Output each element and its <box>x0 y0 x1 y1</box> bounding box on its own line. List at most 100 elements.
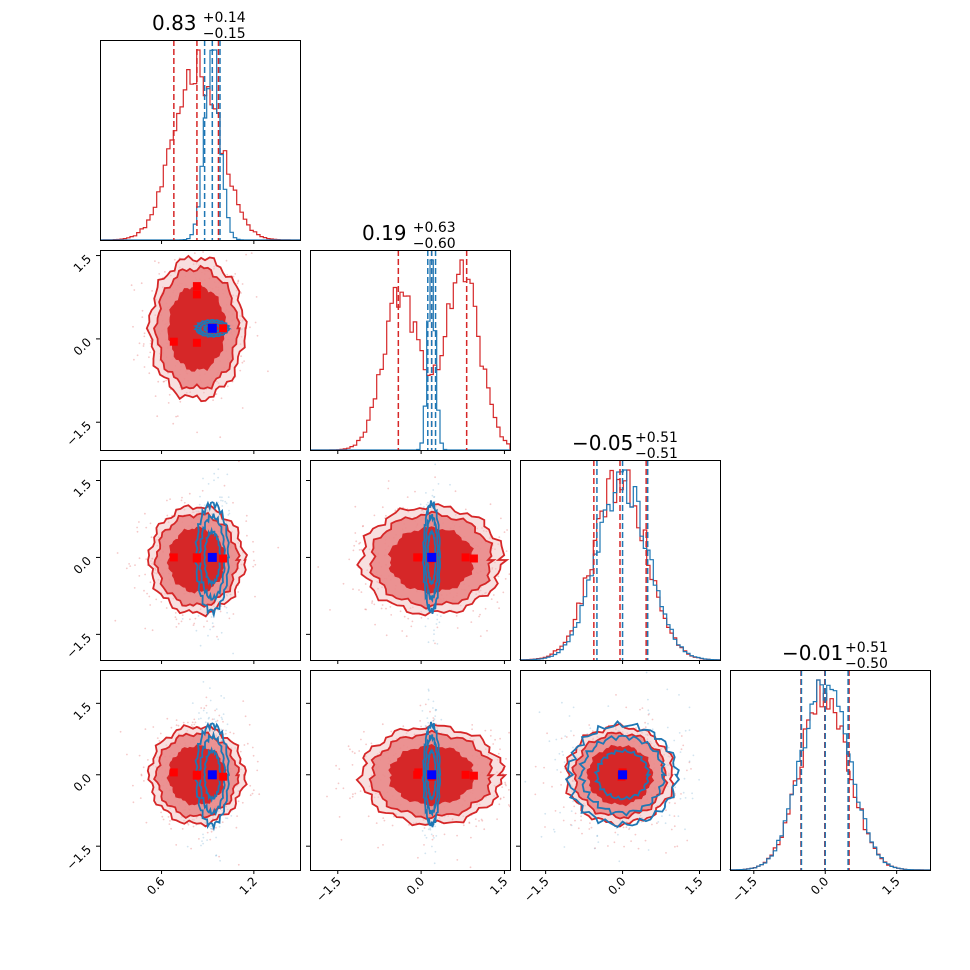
scatter-point-narrow <box>230 815 233 817</box>
marker-red-4 <box>192 553 201 562</box>
hist-narrow-3 <box>729 679 930 871</box>
scatter-point-broad <box>256 334 259 337</box>
contour-narrow-0 <box>593 748 652 801</box>
scatter-point-broad <box>456 859 459 861</box>
scatter-point-narrow <box>688 760 691 763</box>
scatter-point-broad <box>232 275 235 278</box>
scatter-point-broad <box>256 760 259 763</box>
scatter-point-broad <box>340 838 343 841</box>
scatter-point-broad <box>193 252 196 255</box>
scatter-point-broad <box>161 815 164 818</box>
scatter-point-narrow <box>225 502 228 505</box>
scatter-point-broad <box>136 530 139 533</box>
scatter-point-narrow <box>215 720 217 723</box>
scatter-point-broad <box>358 750 361 752</box>
scatter-point-narrow <box>217 476 220 479</box>
scatter-point-narrow <box>222 713 225 715</box>
scatter-point-broad <box>342 787 345 790</box>
scatter-point-broad <box>494 738 496 741</box>
scatter-point-narrow <box>430 833 433 836</box>
marker-red-2 <box>413 553 422 562</box>
scatter-point-broad <box>145 558 148 560</box>
scatter-point-broad <box>215 826 217 829</box>
scatter-point-broad <box>241 407 244 409</box>
scatter-point-broad <box>236 815 239 817</box>
scatter-point-broad <box>114 619 117 622</box>
scatter-point-broad <box>245 520 248 522</box>
scatter-point-broad <box>352 588 354 591</box>
scatter-point-broad <box>133 289 136 291</box>
scatter-point-broad <box>365 608 368 611</box>
scatter-point-narrow <box>434 709 437 712</box>
scatter-point-broad <box>174 612 177 614</box>
scatter-point-broad <box>335 764 337 767</box>
marker-blue <box>427 552 437 562</box>
scatter-point-narrow <box>202 833 204 836</box>
marker-red-1 <box>469 554 478 563</box>
scatter-point-broad <box>644 726 647 729</box>
scatter-point-narrow <box>434 715 437 717</box>
scatter-point-broad <box>358 589 360 591</box>
scatter-point-narrow <box>211 622 214 625</box>
scatter-point-broad <box>211 828 214 831</box>
scatter-point-narrow <box>202 836 205 839</box>
title-value-0: 0.83 <box>152 11 197 35</box>
scatter-point-broad <box>407 617 410 620</box>
scatter-point-broad <box>364 608 367 611</box>
scatter-point-broad <box>253 559 255 562</box>
scatter-point-narrow <box>648 712 651 715</box>
scatter-point-broad <box>534 793 537 796</box>
scatter-point-broad <box>607 845 609 847</box>
scatter-point-narrow <box>440 718 443 721</box>
scatter-point-narrow <box>538 711 541 714</box>
scatter-point-broad <box>211 718 214 721</box>
scatter-point-broad <box>680 793 682 795</box>
scatter-point-narrow <box>209 628 212 631</box>
scatter-point-broad <box>508 731 510 734</box>
scatter-point-broad <box>500 517 502 520</box>
scatter-point-broad <box>220 397 223 400</box>
scatter-point-narrow <box>570 824 573 827</box>
scatter-point-broad <box>181 614 184 617</box>
scatter-point-broad <box>471 724 474 726</box>
scatter-point-broad <box>166 717 169 720</box>
scatter-point-broad <box>180 499 183 502</box>
x-tick-label-1-2: 1.5 <box>487 874 510 897</box>
scatter-point-narrow <box>436 643 439 645</box>
marker-blue <box>618 770 628 780</box>
scatter-point-broad <box>580 815 582 818</box>
scatter-point-narrow <box>424 852 427 855</box>
scatter-point-narrow <box>661 815 663 817</box>
panel-frame-2-0 <box>100 460 301 661</box>
scatter-point-broad <box>149 339 152 342</box>
scatter-point-narrow <box>666 688 669 691</box>
x-tick-label-3-1: 0.0 <box>808 874 831 897</box>
scatter-point-broad <box>164 271 166 273</box>
scatter-point-narrow <box>213 718 216 720</box>
scatter-point-broad <box>140 774 143 777</box>
scatter-point-broad <box>134 564 136 566</box>
scatter-point-narrow <box>226 723 229 726</box>
scatter-point-broad <box>543 766 545 769</box>
scatter-point-broad <box>241 361 244 364</box>
scatter-point-narrow <box>210 825 213 828</box>
scatter-point-narrow <box>217 468 220 471</box>
scatter-point-broad <box>258 793 261 796</box>
scatter-point-broad <box>499 797 502 800</box>
scatter-point-broad <box>656 822 658 825</box>
scatter-point-narrow <box>692 754 695 757</box>
scatter-point-broad <box>255 296 258 298</box>
scatter-point-narrow <box>225 817 227 819</box>
scatter-point-narrow <box>691 797 694 800</box>
scatter-point-narrow <box>225 729 227 732</box>
scatter-point-broad <box>639 708 641 711</box>
scatter-point-broad <box>254 321 257 324</box>
scatter-point-narrow <box>427 698 430 701</box>
scatter-point-broad <box>351 764 354 766</box>
scatter-point-broad <box>175 719 178 721</box>
scatter-point-broad <box>542 782 545 784</box>
scatter-point-broad <box>138 754 141 757</box>
scatter-point-narrow <box>197 615 200 617</box>
scatter-point-broad <box>241 283 244 285</box>
y-tick-label-2-1: 0.0 <box>71 554 94 577</box>
